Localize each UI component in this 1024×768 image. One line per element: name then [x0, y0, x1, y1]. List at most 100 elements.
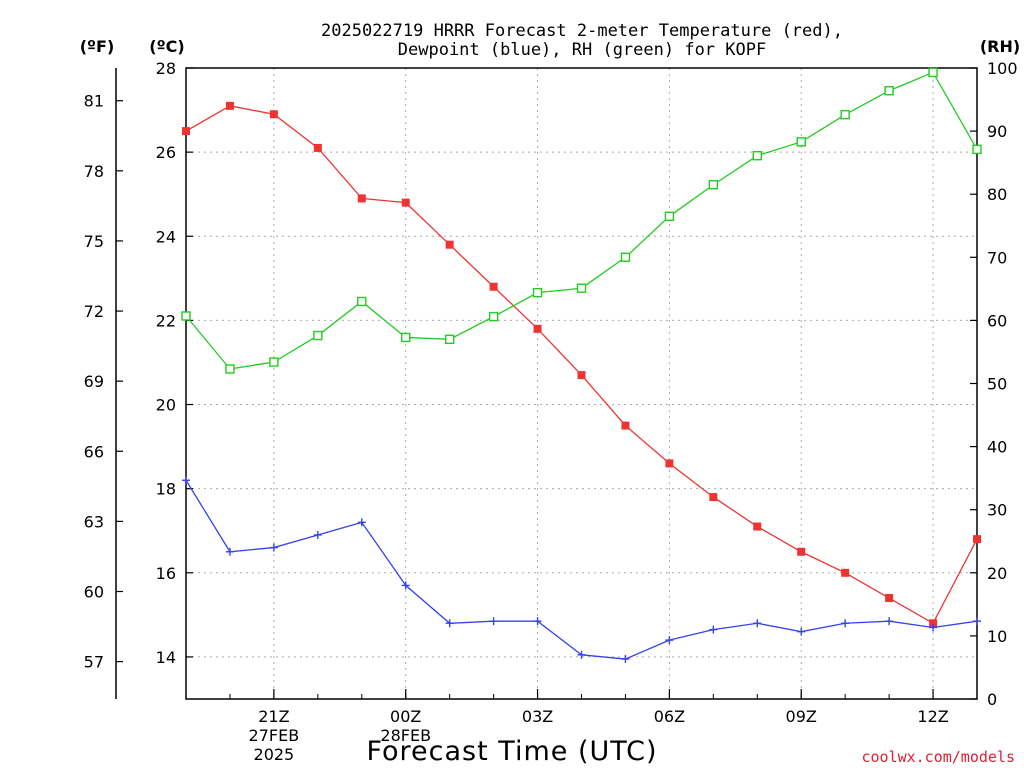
rh-axis-tick-label: 70 [987, 248, 1007, 267]
x-axis-tick-label: 12Z [917, 707, 948, 726]
x-axis-date-label: 27FEB [249, 726, 300, 745]
dewpoint-point [973, 617, 981, 626]
f-axis-tick-label: 63 [84, 512, 104, 531]
axes: 57 60 63 66 69 72 75 78 81 14 16 18 20 22 24 26 28 0 10 20 3… [84, 59, 1018, 764]
right-axis-label: (RH) [980, 37, 1020, 56]
x-axis-date-label: 28FEB [380, 726, 431, 745]
dewpoint-point [621, 655, 630, 664]
x-axis-label: Forecast Time (UTC) [366, 736, 657, 767]
rh-axis-tick-label: 20 [987, 564, 1007, 583]
rh-axis-tick-label: 30 [987, 501, 1007, 520]
x-axis-tick-label: 06Z [654, 707, 685, 726]
temperature-point [533, 324, 542, 333]
f-axis-tick-label: 72 [84, 302, 104, 321]
c-axis-tick-label: 18 [156, 480, 176, 499]
x-axis-tick-label: 03Z [522, 707, 553, 726]
c-axis-tick-label: 14 [156, 648, 176, 667]
dewpoint-point [533, 617, 542, 626]
c-axis-tick-label: 20 [156, 396, 176, 415]
c-axis-tick-label: 16 [156, 564, 176, 583]
dewpoint-point [357, 518, 366, 527]
rh-point [620, 252, 631, 263]
temperature-point [973, 535, 981, 544]
dewpoint-point [841, 619, 850, 628]
credit-text: coolwx.com/models [861, 748, 1015, 766]
temperature-point [445, 240, 454, 249]
f-axis-tick-label: 78 [84, 162, 104, 181]
rh-axis-tick-label: 80 [987, 185, 1007, 204]
x-axis-tick-label: 09Z [786, 707, 817, 726]
temperature-point [753, 522, 762, 531]
f-axis-tick-label: 66 [84, 442, 104, 461]
rh-point [313, 330, 323, 341]
c-axis-tick-label: 24 [156, 227, 176, 246]
temperature-point [885, 594, 894, 603]
rh-point [840, 109, 850, 120]
rh-axis-tick-label: 50 [987, 375, 1007, 394]
dewpoint-point [665, 636, 674, 645]
dewpoint-point [929, 623, 938, 632]
temperature-point [489, 282, 498, 291]
dewpoint-point [445, 619, 454, 628]
rh-point [664, 211, 675, 221]
rh-point [401, 332, 411, 343]
temperature-point [401, 198, 410, 207]
rh-point [884, 86, 894, 96]
c-axis-tick-label: 22 [156, 311, 176, 330]
series-lines [181, 67, 982, 664]
rh-axis-tick-label: 40 [987, 438, 1007, 457]
dewpoint-point [753, 619, 762, 628]
plot-frame [185, 67, 978, 700]
dewpoint-point [577, 650, 586, 659]
left-axis-c-label: (ºC) [149, 37, 184, 56]
dewpoint-point [225, 547, 234, 556]
rh-axis-tick-label: 100 [987, 59, 1018, 78]
temperature-point [225, 101, 234, 110]
temperature-point [797, 547, 806, 556]
rh-point [796, 137, 806, 147]
temperature-point [182, 127, 190, 136]
rh-point [269, 357, 279, 367]
c-axis-tick-label: 26 [156, 143, 176, 162]
dewpoint-point [489, 617, 498, 626]
dewpoint-point [313, 530, 322, 539]
dewpoint-line [185, 479, 978, 660]
temperature-point [621, 421, 630, 430]
rh-point [488, 311, 499, 322]
f-axis-tick-label: 75 [84, 232, 104, 251]
rh-axis-tick-label: 10 [987, 627, 1007, 646]
x-axis-tick-label: 00Z [390, 707, 421, 726]
dewpoint-point [709, 625, 718, 634]
temperature-point [665, 459, 674, 468]
dewpoint-point [797, 627, 806, 636]
grid-lines [186, 68, 977, 699]
temperature-point [929, 619, 938, 628]
rh-point [357, 296, 367, 307]
f-axis-tick-label: 57 [84, 653, 104, 672]
rh-point [752, 151, 762, 161]
chart-title: 2025022719 HRRR Forecast 2-meter Tempera… [321, 21, 843, 41]
temperature-point [357, 194, 366, 203]
f-axis-tick-label: 60 [84, 582, 104, 601]
rh-point [708, 180, 719, 190]
f-axis-tick-label: 81 [84, 92, 104, 111]
rh-point [532, 287, 543, 298]
rh-point [576, 283, 587, 293]
dewpoint-point [182, 476, 190, 485]
f-axis-tick-label: 69 [84, 372, 104, 391]
temperature-point [269, 110, 278, 119]
left-axis-f-label: (ºF) [80, 37, 115, 56]
rh-point [225, 364, 235, 374]
rh-axis-tick-label: 60 [987, 311, 1007, 330]
temperature-point [709, 493, 718, 502]
rh-point [181, 311, 191, 321]
rh-line [185, 71, 978, 370]
c-axis-tick-label: 28 [156, 59, 176, 78]
temperature-point [313, 143, 322, 152]
rh-axis-tick-label: 0 [987, 690, 997, 709]
dewpoint-point [885, 617, 894, 626]
dewpoint-point [269, 543, 278, 552]
rh-point [928, 67, 938, 78]
temperature-line [185, 105, 978, 625]
